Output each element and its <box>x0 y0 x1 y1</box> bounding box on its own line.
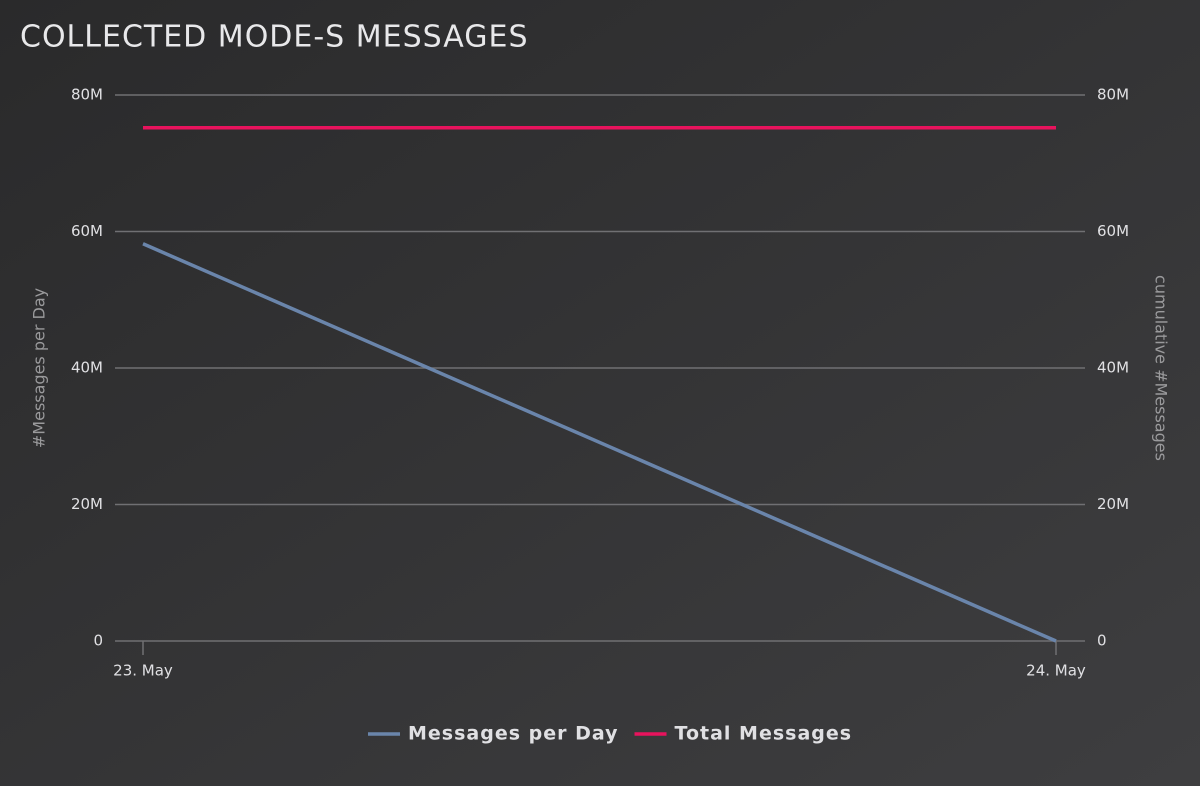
y-axis-title: #Messages per Day <box>30 288 49 448</box>
y2-tick-label: 0 <box>1097 632 1107 650</box>
y2-tick-label: 60M <box>1097 222 1129 240</box>
y2-tick-label: 40M <box>1097 359 1129 377</box>
legend-label[interactable]: Messages per Day <box>408 723 619 745</box>
y-tick-label: 40M <box>71 359 103 377</box>
series-line <box>142 242 1057 643</box>
y-tick-label: 20M <box>71 495 103 513</box>
legend-label[interactable]: Total Messages <box>675 723 853 745</box>
chart-title: COLLECTED MODE-S MESSAGES <box>20 20 529 55</box>
x-tick-label: 24. May <box>1026 662 1086 680</box>
y2-tick-label: 20M <box>1097 495 1129 513</box>
x-tick-label: 23. May <box>113 662 173 680</box>
y-tick-label: 0 <box>93 632 103 650</box>
y-tick-label: 60M <box>71 222 103 240</box>
y2-axis-title: cumulative #Messages <box>1152 275 1171 461</box>
y-tick-label: 80M <box>71 86 103 104</box>
y2-tick-label: 80M <box>1097 86 1129 104</box>
